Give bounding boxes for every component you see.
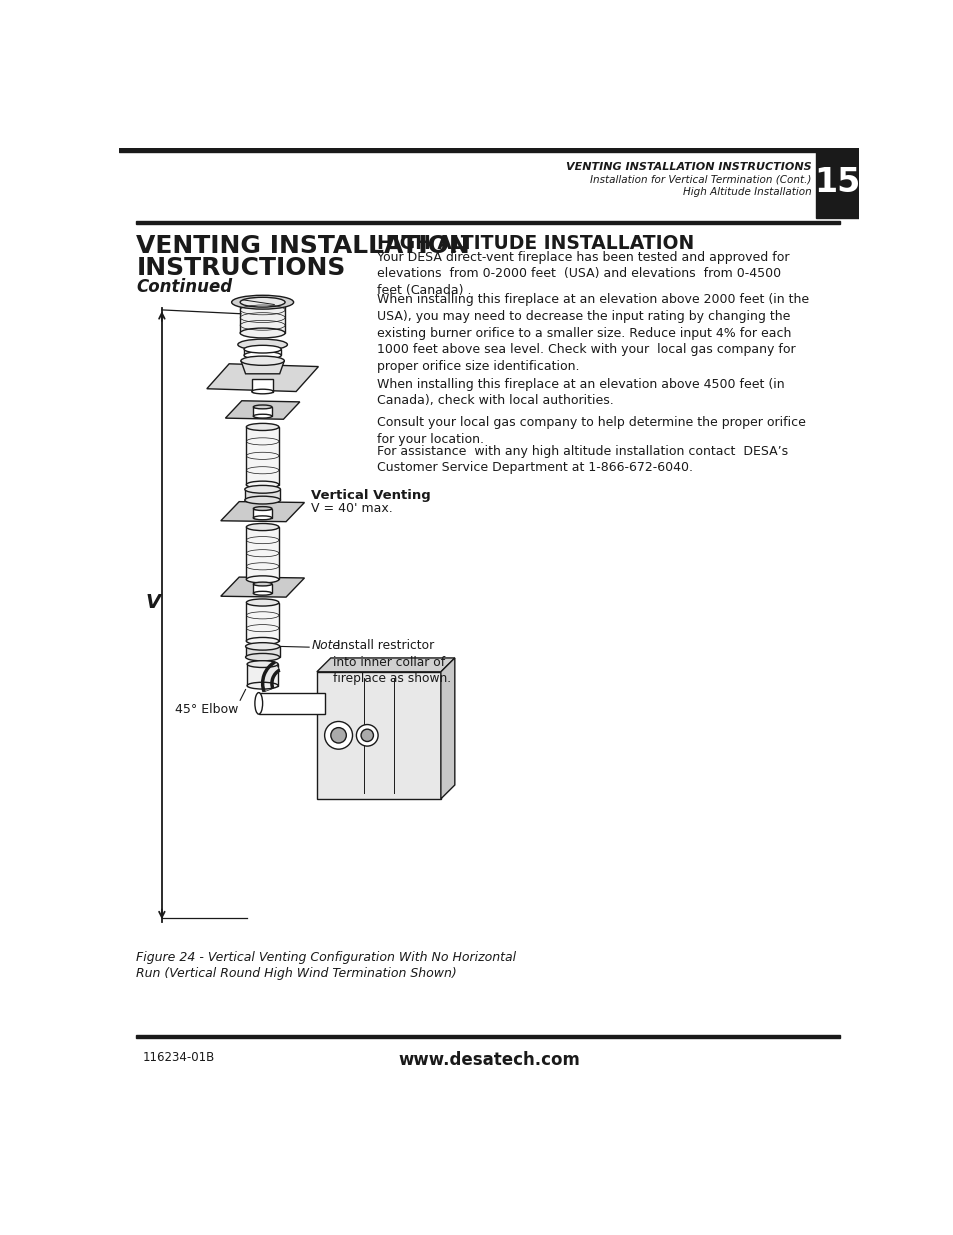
- Text: INSTRUCTIONS: INSTRUCTIONS: [136, 256, 345, 280]
- Circle shape: [331, 727, 346, 743]
- Bar: [119, 148, 858, 152]
- Ellipse shape: [240, 298, 285, 308]
- Ellipse shape: [247, 682, 278, 689]
- Ellipse shape: [254, 693, 262, 714]
- Ellipse shape: [245, 485, 280, 493]
- Polygon shape: [440, 658, 455, 799]
- Polygon shape: [207, 364, 318, 391]
- Ellipse shape: [245, 653, 279, 661]
- Text: VENTING INSTALLATION INSTRUCTIONS: VENTING INSTALLATION INSTRUCTIONS: [565, 162, 810, 172]
- Ellipse shape: [247, 661, 278, 667]
- Bar: [253, 584, 272, 593]
- Ellipse shape: [246, 637, 278, 645]
- Text: 15: 15: [813, 167, 860, 199]
- Text: Figure 24 - Vertical Venting Configuration With No Horizontal
Run (Vertical Roun: Figure 24 - Vertical Venting Configurati…: [136, 951, 516, 981]
- Polygon shape: [241, 361, 284, 374]
- Bar: [245, 489, 280, 500]
- Text: Your DESA direct-vent fireplace has been tested and approved for
elevations  fro: Your DESA direct-vent fireplace has been…: [376, 251, 788, 298]
- Bar: [136, 221, 840, 224]
- Text: 116234-01B: 116234-01B: [142, 1051, 214, 1063]
- Text: Installation for Vertical Termination (Cont.): Installation for Vertical Termination (C…: [589, 174, 810, 184]
- Bar: [316, 672, 440, 799]
- Ellipse shape: [253, 582, 272, 585]
- Polygon shape: [316, 658, 455, 672]
- Bar: [253, 509, 272, 517]
- Text: When installing this fireplace at an elevation above 4500 feet (in
Canada), chec: When installing this fireplace at an ele…: [376, 378, 783, 408]
- Ellipse shape: [253, 506, 272, 510]
- Bar: [247, 664, 278, 685]
- Polygon shape: [262, 662, 279, 692]
- Ellipse shape: [253, 405, 272, 409]
- Ellipse shape: [253, 414, 272, 419]
- Ellipse shape: [232, 295, 294, 309]
- Ellipse shape: [246, 599, 278, 606]
- Polygon shape: [220, 577, 304, 597]
- Text: www.desatech.com: www.desatech.com: [397, 1051, 579, 1068]
- Ellipse shape: [252, 389, 274, 394]
- Bar: [258, 693, 324, 714]
- Bar: [815, 148, 858, 217]
- Circle shape: [360, 729, 373, 741]
- Ellipse shape: [245, 496, 280, 504]
- Text: High Altitude Installation: High Altitude Installation: [681, 186, 810, 196]
- Ellipse shape: [246, 424, 278, 431]
- Ellipse shape: [244, 352, 281, 359]
- Ellipse shape: [253, 592, 272, 595]
- Text: Note:: Note:: [311, 640, 344, 652]
- Ellipse shape: [245, 642, 279, 650]
- Ellipse shape: [246, 576, 278, 583]
- Text: When installing this fireplace at an elevation above 2000 feet (in the
USA), you: When installing this fireplace at an ele…: [376, 293, 808, 373]
- Bar: [240, 303, 285, 333]
- Bar: [246, 527, 278, 579]
- Ellipse shape: [253, 516, 272, 520]
- Polygon shape: [220, 501, 304, 521]
- Ellipse shape: [237, 340, 287, 350]
- Ellipse shape: [241, 356, 284, 366]
- Text: VENTING INSTALLATION: VENTING INSTALLATION: [136, 235, 470, 258]
- Bar: [253, 406, 272, 416]
- Text: HIGH ALTITUDE INSTALLATION: HIGH ALTITUDE INSTALLATION: [376, 235, 693, 253]
- Text: Continued: Continued: [136, 278, 233, 295]
- Bar: [246, 427, 278, 484]
- Ellipse shape: [244, 346, 281, 353]
- Polygon shape: [225, 401, 299, 419]
- Ellipse shape: [246, 482, 278, 488]
- Text: Vertical Venting: Vertical Venting: [311, 489, 431, 503]
- Bar: [245, 646, 279, 657]
- Text: V = 40' max.: V = 40' max.: [311, 503, 393, 515]
- Bar: [252, 379, 274, 391]
- Text: Install restrictor
into inner collar of
fireplace as shown.: Install restrictor into inner collar of …: [333, 640, 451, 685]
- Bar: [246, 603, 278, 641]
- Text: V: V: [146, 593, 161, 613]
- Circle shape: [324, 721, 353, 750]
- Text: For assistance  with any high altitude installation contact  DESA’s
Customer Ser: For assistance with any high altitude in…: [376, 445, 787, 474]
- Ellipse shape: [246, 524, 278, 531]
- Text: Consult your local gas company to help determine the proper orifice
for your loc: Consult your local gas company to help d…: [376, 416, 804, 446]
- Bar: [136, 1035, 840, 1037]
- Text: 45° Elbow: 45° Elbow: [174, 703, 238, 715]
- Circle shape: [356, 725, 377, 746]
- Bar: [244, 350, 281, 356]
- Ellipse shape: [240, 329, 285, 338]
